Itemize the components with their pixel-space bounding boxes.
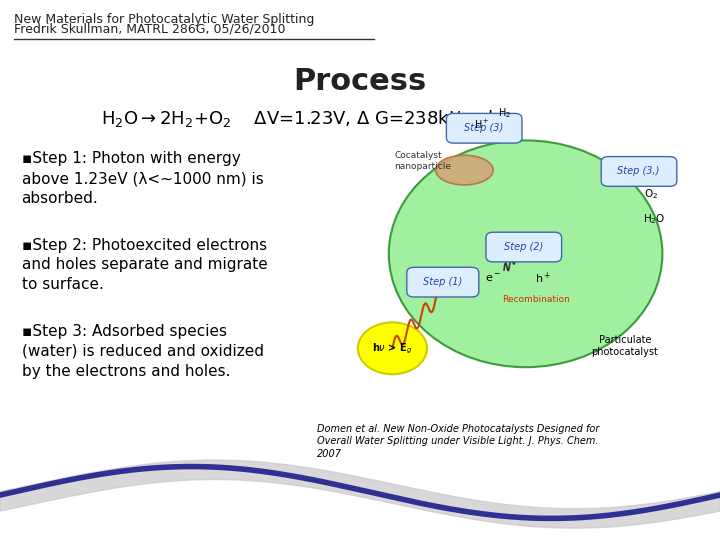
Text: H$_2$: H$_2$ [498, 106, 511, 120]
Text: h$^+$: h$^+$ [536, 271, 552, 286]
Ellipse shape [389, 140, 662, 367]
Text: ▪Step 2: Photoexcited electrons
and holes separate and migrate
to surface.: ▪Step 2: Photoexcited electrons and hole… [22, 238, 267, 292]
Text: h$\nu$ > E$_g$: h$\nu$ > E$_g$ [372, 341, 413, 355]
Text: Cocatalyst
nanoparticle: Cocatalyst nanoparticle [395, 151, 451, 171]
Ellipse shape [436, 155, 493, 185]
Text: H$_2$O$\rightarrow$2H$_2$+O$_2$    $\Delta$V=1.23V, $\Delta$ G=238kJ/mol: H$_2$O$\rightarrow$2H$_2$+O$_2$ $\Delta$… [101, 108, 493, 130]
Text: Step (2): Step (2) [504, 242, 543, 252]
Text: New Materials for Photocatalytic Water Splitting: New Materials for Photocatalytic Water S… [14, 14, 315, 26]
Text: Step (3): Step (3) [464, 123, 503, 133]
Text: Fredrik Skullman, MATRL 286G, 05/26/2010: Fredrik Skullman, MATRL 286G, 05/26/2010 [14, 23, 286, 36]
Circle shape [358, 322, 427, 374]
FancyBboxPatch shape [407, 267, 479, 297]
Text: Step (3,): Step (3,) [618, 166, 660, 176]
Text: ▪Step 3: Adsorbed species
(water) is reduced and oxidized
by the electrons and h: ▪Step 3: Adsorbed species (water) is red… [22, 324, 264, 379]
Text: Domen et al. New Non-Oxide Photocatalysts Designed for
Overall Water Splitting u: Domen et al. New Non-Oxide Photocatalyst… [317, 424, 599, 458]
FancyBboxPatch shape [446, 113, 522, 143]
FancyBboxPatch shape [601, 157, 677, 186]
Text: O$_2$: O$_2$ [644, 187, 659, 201]
Text: Particulate
photocatalyst: Particulate photocatalyst [592, 335, 658, 357]
Text: ▪Step 1: Photon with energy
above 1.23eV (λ<~1000 nm) is
absorbed.: ▪Step 1: Photon with energy above 1.23eV… [22, 151, 264, 206]
Text: Step (1): Step (1) [423, 277, 462, 287]
Text: e$^-$: e$^-$ [485, 273, 501, 284]
Text: Process: Process [293, 68, 427, 97]
FancyBboxPatch shape [486, 232, 562, 262]
Text: H$_2$O: H$_2$O [643, 212, 665, 226]
Text: Recombination: Recombination [503, 295, 570, 304]
Text: H$^+$: H$^+$ [474, 118, 490, 131]
